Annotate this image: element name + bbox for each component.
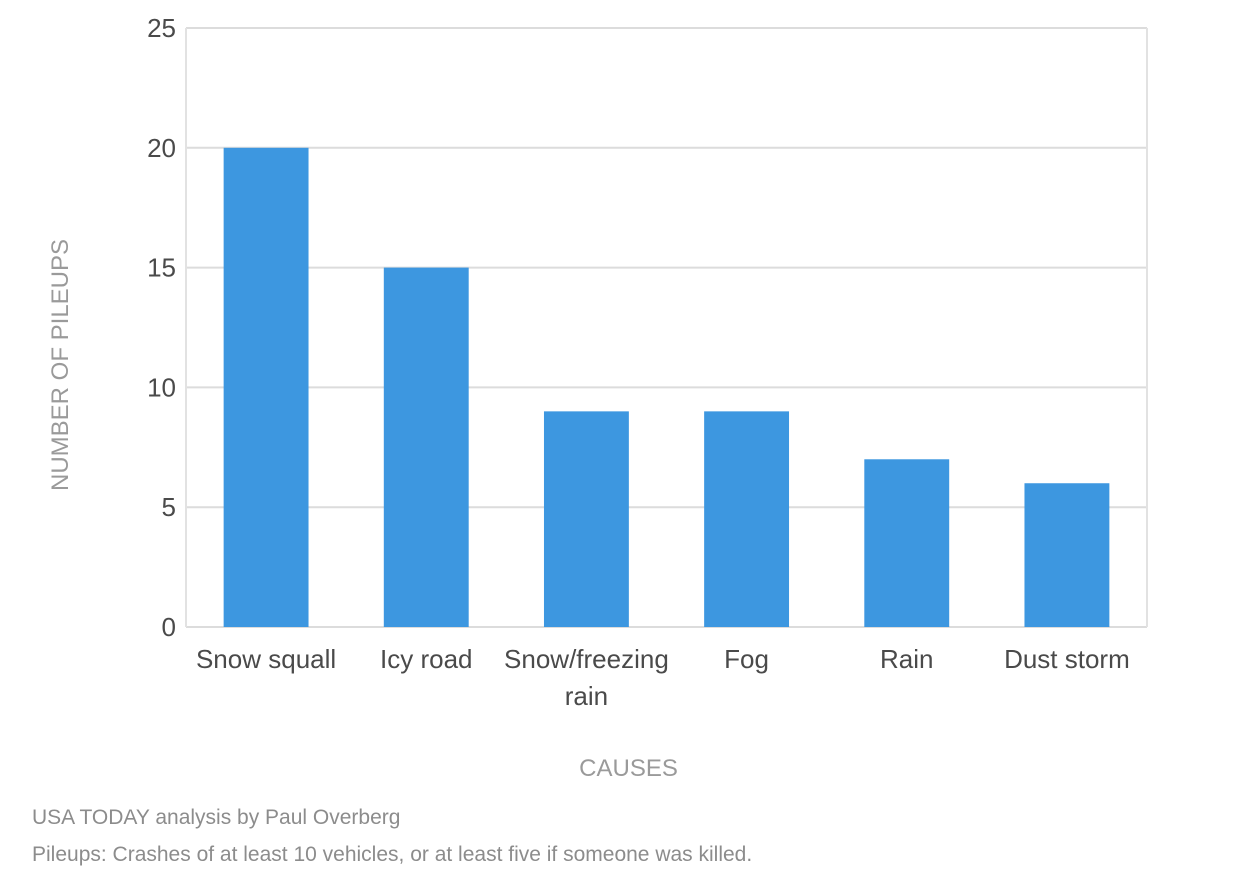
y-tick-label: 20 (147, 133, 176, 163)
y-tick-label: 15 (147, 253, 176, 283)
bar[interactable] (704, 411, 790, 627)
x-tick-label-line: Icy road (380, 644, 473, 674)
bar[interactable] (864, 459, 950, 627)
bar[interactable] (223, 147, 309, 628)
x-tick-label: Fog (724, 644, 769, 674)
x-tick-label-line: Snow/freezing (504, 644, 669, 674)
x-tick-label-line: rain (565, 681, 608, 711)
x-tick-label-line: Rain (880, 644, 933, 674)
y-axis-ticks: 0 5 10 15 20 25 (147, 13, 176, 642)
y-tick-label: 0 (162, 612, 176, 642)
definition-note: Pileups: Crashes of at least 10 vehicles… (32, 843, 753, 866)
y-tick-label: 25 (147, 13, 176, 43)
bar[interactable] (543, 411, 629, 627)
bars (223, 147, 1110, 628)
x-tick-label-line: Fog (724, 644, 769, 674)
x-tick-label: Icy road (380, 644, 473, 674)
x-tick-label: Rain (880, 644, 933, 674)
x-axis-ticks: Snow squall Icy road Snow/freezing rain Fog R… (196, 644, 1130, 711)
x-tick-label: Snow squall (196, 644, 336, 674)
x-tick-label-line: Dust storm (1004, 644, 1130, 674)
y-tick-label: 10 (147, 372, 176, 402)
bar-chart: 0 5 10 15 20 25 Snow squall Icy road Snow/freez… (47, 13, 1148, 782)
y-axis-title: NUMBER OF PILEUPS (47, 239, 74, 491)
y-tick-label: 5 (162, 492, 176, 522)
x-axis-title: CAUSES (579, 755, 678, 782)
source-note: USA TODAY analysis by Paul Overberg (32, 806, 401, 829)
bar[interactable] (1024, 483, 1110, 627)
x-tick-label: Snow/freezing rain (504, 644, 669, 711)
x-tick-label-line: Snow squall (196, 644, 336, 674)
bar[interactable] (383, 267, 469, 627)
gridlines (185, 27, 1148, 628)
x-tick-label: Dust storm (1004, 644, 1130, 674)
